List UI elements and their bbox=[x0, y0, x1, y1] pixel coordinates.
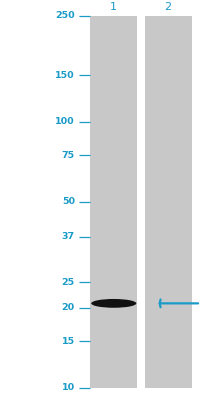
Text: 37: 37 bbox=[61, 232, 74, 241]
Text: 50: 50 bbox=[62, 198, 74, 206]
Text: 10: 10 bbox=[61, 384, 74, 392]
Text: 100: 100 bbox=[55, 117, 74, 126]
Bar bbox=[144, 16, 191, 388]
Ellipse shape bbox=[91, 299, 136, 308]
Bar bbox=[90, 16, 137, 388]
Text: 75: 75 bbox=[61, 151, 74, 160]
Text: 2: 2 bbox=[164, 2, 171, 12]
Text: 20: 20 bbox=[61, 303, 74, 312]
Text: 250: 250 bbox=[55, 12, 74, 20]
Text: 15: 15 bbox=[61, 337, 74, 346]
Text: 150: 150 bbox=[55, 70, 74, 80]
Text: 25: 25 bbox=[61, 278, 74, 287]
Text: 1: 1 bbox=[110, 2, 117, 12]
